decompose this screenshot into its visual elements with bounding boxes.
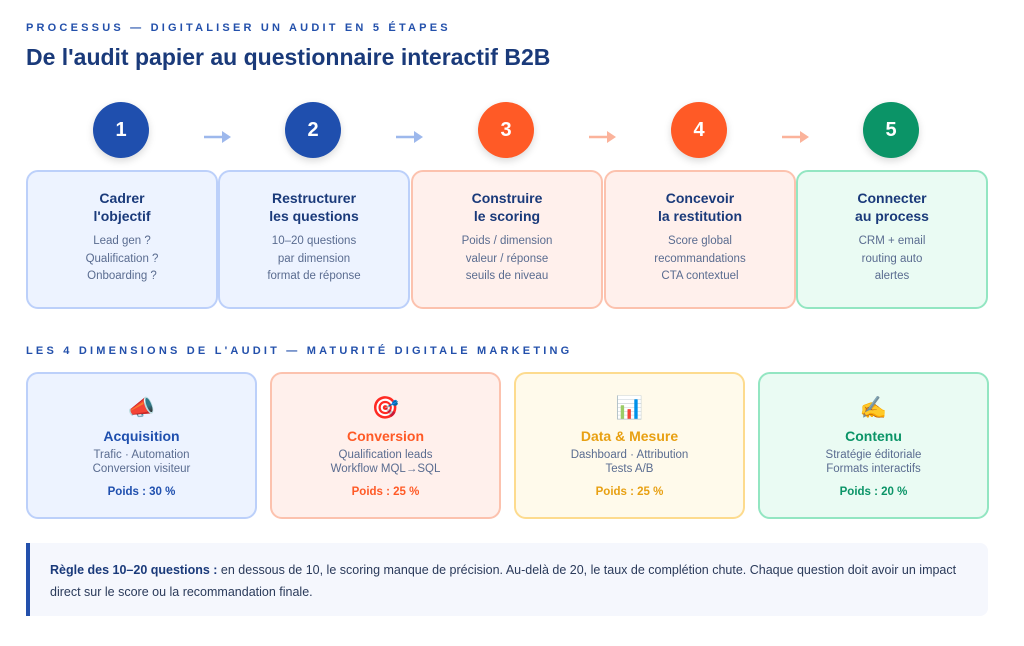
step-title-line: la restitution: [657, 208, 742, 224]
step-detail: alertes: [874, 270, 910, 282]
step-detail: routing auto: [861, 252, 923, 265]
step-card: Connecter au process CRM + email routing a…: [796, 170, 988, 309]
dimension-description: Stratégie éditoriale Formats interactifs: [760, 448, 987, 476]
arrow-right-icon: [782, 131, 809, 143]
step-title-line: Concevoir: [665, 190, 735, 206]
rule-callout: Règle des 10–20 questions : en dessous d…: [26, 543, 988, 616]
step-title-line: les questions: [269, 208, 359, 224]
arrow-right-icon: [204, 131, 231, 143]
dimension-description: Dashboard · Attribution Tests A/B: [516, 448, 743, 476]
step-description: Lead gen ? Qualification ? Onboarding ?: [28, 233, 216, 286]
step-detail: format de réponse: [267, 270, 361, 282]
dimension-weight: Poids : 25 %: [595, 486, 664, 498]
step-detail: Poids / dimension: [461, 235, 553, 247]
dimension-weight: Poids : 30 %: [107, 486, 176, 498]
step-title: Cadrer l'objectif: [28, 189, 216, 225]
dimension-detail: Tests A/B: [605, 463, 654, 475]
bar-chart-icon: 📊: [615, 395, 644, 420]
step-detail: 10–20 questions: [271, 235, 357, 247]
dimension-detail: Stratégie éditoriale: [825, 449, 922, 461]
dimension-weight: Poids : 20 %: [839, 486, 908, 498]
step-description: Poids / dimension valeur / réponse seuils …: [413, 233, 601, 286]
step-title: Construire le scoring: [413, 189, 601, 225]
step-detail: seuils de niveau: [465, 270, 549, 282]
step-detail: CTA contextuel: [661, 270, 739, 282]
step-detail: CRM + email: [858, 235, 926, 247]
step-number-badge: 3: [478, 102, 534, 158]
step-title-line: Connecter: [857, 190, 927, 206]
dimension-title: Acquisition: [103, 428, 180, 444]
step-number-badge: 2: [285, 102, 341, 158]
step-detail: Lead gen ?: [93, 235, 151, 247]
step-title-line: au process: [855, 208, 929, 224]
dimension-description: Trafic · Automation Conversion visiteur: [28, 448, 255, 476]
step-number: 4: [693, 118, 705, 141]
dimension-card: 📊 Data & Mesure Dashboard · Attribution T…: [514, 372, 745, 519]
step-number: 3: [500, 118, 512, 141]
section-eyebrow: PROCESSUS — DIGITALISER UN AUDIT EN 5 ÉT…: [26, 22, 451, 34]
step-title-line: Cadrer: [99, 190, 145, 206]
step-title-line: Restructurer: [271, 190, 357, 206]
step-number-badge: 5: [863, 102, 919, 158]
step-card: Cadrer l'objectif Lead gen ? Qualification…: [26, 170, 218, 309]
step-title-line: l'objectif: [93, 208, 151, 224]
step-detail: Onboarding ?: [87, 270, 157, 282]
dimension-detail: Trafic · Automation: [93, 449, 190, 461]
megaphone-icon: 📣: [127, 395, 156, 420]
dimension-description: Qualification leads Workflow MQL→SQL: [272, 448, 499, 476]
step-description: CRM + email routing auto alertes: [798, 233, 986, 286]
step-title-line: le scoring: [473, 208, 541, 224]
dimension-title: Conversion: [346, 428, 424, 444]
step-detail: Score global: [668, 235, 732, 247]
dimension-title: Data & Mesure: [580, 428, 679, 444]
step-title: Restructurer les questions: [220, 189, 408, 225]
step-detail: recommandations: [654, 252, 746, 265]
dimension-card: 📣 Acquisition Trafic · Automation Convers…: [26, 372, 257, 519]
dimension-weight: Poids : 25 %: [351, 486, 420, 498]
writing-hand-icon: ✍️: [859, 395, 888, 420]
target-icon: 🎯: [371, 395, 400, 420]
dimension-card: 🎯 Conversion Qualification leads Workflow…: [270, 372, 501, 519]
step-number-badge: 4: [671, 102, 727, 158]
dimension-detail: Workflow MQL→SQL: [330, 463, 441, 475]
dimension-detail: Qualification leads: [338, 449, 433, 461]
step-card: Construire le scoring Poids / dimension va…: [411, 170, 603, 309]
dimension-card: ✍️ Contenu Stratégie éditoriale Formats i…: [758, 372, 989, 519]
dimensions-heading: LES 4 DIMENSIONS DE L'AUDIT — MATURITÉ D…: [26, 345, 573, 357]
step-description: 10–20 questions par dimension format de ré…: [220, 233, 408, 286]
dimension-detail: Dashboard · Attribution: [570, 449, 689, 461]
step-number: 2: [307, 118, 319, 141]
arrow-right-icon: [396, 131, 423, 143]
step-title: Connecter au process: [798, 189, 986, 225]
step-detail: valeur / réponse: [465, 252, 549, 265]
step-detail: par dimension: [277, 252, 351, 265]
step-card: Concevoir la restitution Score global reco…: [604, 170, 796, 309]
arrow-right-icon: [589, 131, 616, 143]
step-title-line: Construire: [471, 190, 543, 206]
page-title: De l'audit papier au questionnaire inter…: [26, 44, 551, 70]
step-number-badge: 1: [93, 102, 149, 158]
dimension-title: Contenu: [845, 428, 902, 444]
callout-bold: Règle des 10–20 questions :: [50, 563, 218, 577]
step-title: Concevoir la restitution: [606, 189, 794, 225]
step-number: 5: [885, 118, 897, 141]
callout-text: en dessous de 10, le scoring manque de p…: [50, 563, 957, 599]
step-description: Score global recommandations CTA contextue…: [606, 233, 794, 286]
step-number: 1: [115, 118, 127, 141]
step-detail: Qualification ?: [85, 252, 159, 265]
dimension-detail: Conversion visiteur: [92, 463, 191, 475]
step-card: Restructurer les questions 10–20 question…: [218, 170, 410, 309]
dimension-detail: Formats interactifs: [826, 463, 921, 475]
